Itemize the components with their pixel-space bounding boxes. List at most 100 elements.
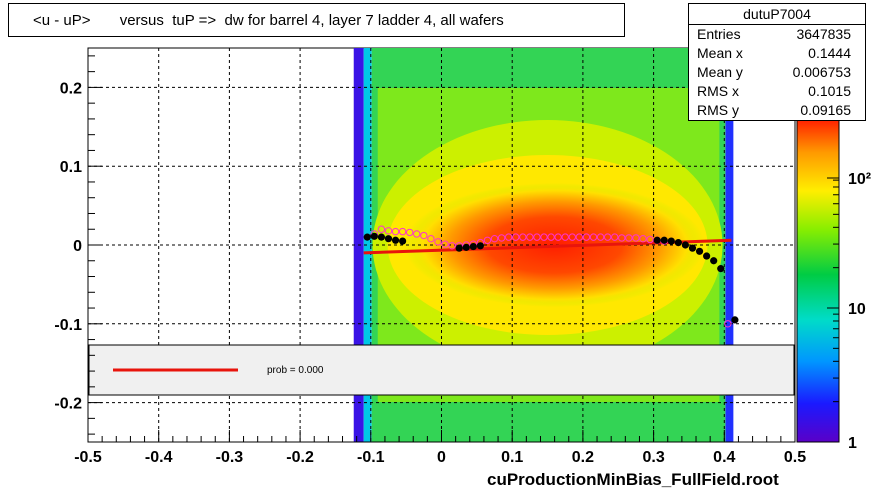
color-scale: 1 10 10²: [796, 119, 871, 452]
z-tick-label: 10²: [848, 171, 871, 188]
x-tick-label: -0.5: [74, 449, 102, 466]
profile-black-point: [688, 244, 697, 252]
legend-box: prob = 0.000: [88, 344, 795, 396]
profile-black-point: [660, 236, 668, 244]
profile-magenta-point: [384, 227, 393, 235]
profile-magenta-point: [448, 242, 456, 250]
profile-magenta-point: [533, 233, 541, 241]
stats-value: 0.006753: [792, 64, 851, 80]
stats-row-mean-y: Mean y 0.006753: [689, 63, 865, 82]
stats-row-rms-x: RMS x 0.1015: [689, 82, 865, 101]
stats-row-mean-x: Mean x 0.1444: [689, 44, 865, 63]
profile-magenta-point: [504, 233, 513, 241]
stats-box: dutuP7004 Entries 3647835 Mean x 0.1444 …: [688, 3, 866, 121]
profile-magenta-point: [554, 233, 562, 241]
x-tick-label: -0.3: [216, 449, 244, 466]
profile-magenta-point: [547, 233, 555, 241]
profile-magenta-point: [625, 234, 633, 242]
profile-magenta-point: [497, 234, 506, 242]
stats-name: dutuP7004: [689, 4, 865, 25]
profile-magenta-point: [611, 233, 619, 241]
profile-black-point: [695, 247, 704, 255]
profile-magenta-point: [575, 233, 584, 241]
y-tick-label: -0.1: [54, 317, 82, 334]
profile-black-point: [674, 239, 682, 247]
profile-magenta-point: [603, 233, 612, 241]
profile-magenta-point: [427, 234, 435, 243]
stats-key: Mean y: [697, 64, 743, 80]
profile-black-point: [710, 257, 718, 265]
z-tick-label: 10: [848, 301, 866, 318]
profile-black-point: [391, 236, 400, 244]
stats-key: Mean x: [697, 45, 743, 61]
x-tick-label: -0.1: [357, 449, 385, 466]
x-tick-label: -0.4: [145, 449, 173, 466]
profile-magenta-point: [646, 235, 654, 244]
profile-magenta-point: [434, 238, 442, 246]
profile-magenta-point: [420, 231, 428, 240]
stats-row-entries: Entries 3647835: [689, 25, 865, 44]
profile-black-point: [469, 242, 477, 251]
stats-value: 0.1444: [808, 45, 851, 61]
profile-black-point: [476, 242, 484, 250]
x-tick-label: 0: [437, 449, 446, 466]
profile-magenta-point: [589, 233, 598, 241]
profile-black-point: [653, 236, 661, 244]
profile-magenta-point: [596, 233, 605, 241]
profile-magenta-point: [391, 227, 400, 236]
profile-magenta-point: [490, 234, 499, 243]
profile-black-point: [384, 235, 393, 243]
profile-black-point: [399, 237, 407, 245]
color-scale-bar: [796, 119, 840, 443]
stats-value: 0.1015: [808, 83, 851, 99]
stats-row-rms-y: RMS y 0.09165: [689, 101, 865, 120]
x-tick-label: 0.1: [501, 449, 523, 466]
profile-magenta-point: [441, 240, 449, 248]
y-tick-label: -0.2: [54, 396, 82, 413]
profile-magenta-point: [618, 234, 626, 242]
profile-magenta-point: [526, 233, 534, 241]
profile-magenta-point: [639, 234, 647, 243]
profile-magenta-point: [724, 320, 732, 328]
chart-title: <u - uP> versus tuP => dw for barrel 4, …: [8, 3, 625, 37]
x-tick-label: 0.5: [784, 449, 806, 466]
heatmap-edge-right: [725, 48, 734, 442]
profile-black-point: [462, 243, 470, 251]
profile-magenta-point: [405, 228, 414, 237]
x-tick-label: 0.3: [642, 449, 664, 466]
stats-key: Entries: [697, 26, 741, 42]
y-tick-label: 0: [73, 238, 82, 255]
stats-value: 0.09165: [800, 102, 851, 118]
profile-magenta-point: [512, 233, 520, 241]
x-tick-label: 0.2: [572, 449, 594, 466]
profile-magenta-point: [519, 233, 527, 241]
footer-filename: cuProductionMinBias_FullField.root: [487, 470, 779, 489]
stats-key: RMS x: [697, 83, 739, 99]
profile-magenta-point: [413, 230, 421, 238]
profile-magenta-point: [582, 233, 591, 241]
y-tick-label: 0.2: [60, 80, 82, 97]
stats-key: RMS y: [697, 102, 739, 118]
heatmap-edge-left-inner: [363, 48, 372, 442]
profile-black-point: [731, 316, 739, 324]
profile-black-point: [455, 244, 463, 252]
z-tick-label: 1: [848, 435, 857, 452]
profile-black-point: [377, 233, 386, 241]
axes: -0.5 -0.4 -0.3 -0.2 -0.1 0 0.1 0.2 0.3 0.4 0.5 -0.2…: [54, 48, 806, 466]
profile-black-point: [363, 233, 371, 241]
profile-black-point: [717, 265, 725, 273]
legend-text: prob = 0.000: [267, 365, 324, 376]
profile-magenta-point: [632, 234, 640, 242]
x-tick-label: -0.2: [286, 449, 314, 466]
profile-magenta-point: [398, 227, 407, 236]
y-tick-label: 0.1: [60, 159, 82, 176]
profile-magenta-point: [377, 225, 386, 233]
profile-magenta-point: [540, 233, 548, 241]
stats-value: 3647835: [796, 26, 851, 42]
x-tick-label: 0.4: [713, 449, 735, 466]
profile-markers: [363, 225, 739, 328]
profile-magenta-point: [568, 233, 576, 241]
profile-black-point: [703, 252, 711, 260]
profile-magenta-point: [483, 236, 492, 244]
